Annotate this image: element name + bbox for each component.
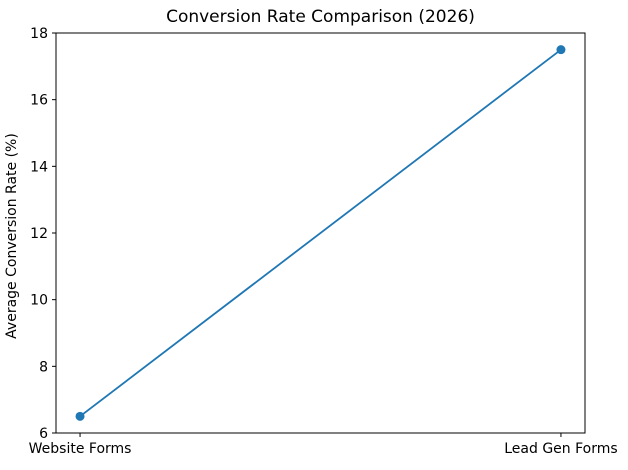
y-tick-label: 16 — [30, 93, 48, 109]
x-tick-label: Lead Gen Forms — [504, 441, 617, 457]
y-tick-label: 14 — [30, 159, 48, 175]
y-tick-label: 8 — [39, 359, 48, 375]
x-tick-label: Website Forms — [29, 441, 132, 457]
plot-frame — [55, 32, 586, 434]
y-tick-label: 10 — [30, 293, 48, 309]
series-line — [79, 48, 562, 418]
y-tick-label: 12 — [30, 226, 48, 242]
y-tick-label: 18 — [30, 26, 48, 42]
y-tick-label: 6 — [39, 426, 48, 442]
data-point-marker — [556, 45, 566, 55]
chart-title: Conversion Rate Comparison (2026) — [166, 7, 475, 27]
data-point-marker — [75, 411, 85, 421]
